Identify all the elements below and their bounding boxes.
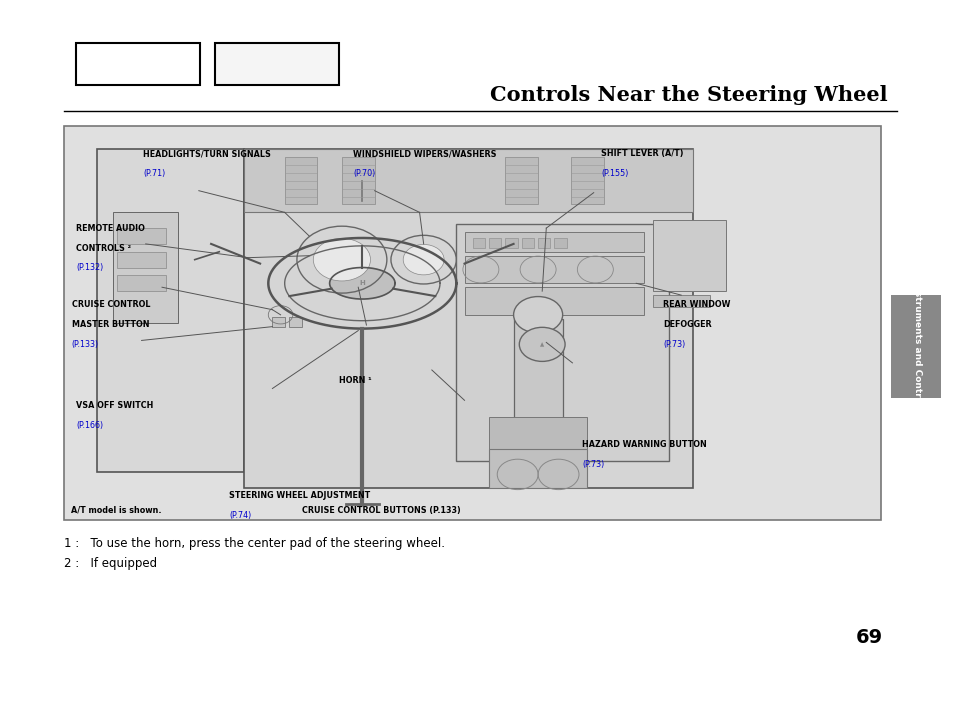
Circle shape (513, 297, 562, 333)
Text: 69: 69 (855, 628, 882, 648)
Text: CONTROLS ²: CONTROLS ² (76, 244, 132, 253)
Bar (96, 149, 244, 472)
Text: (P.74): (P.74) (229, 511, 251, 520)
Bar (505, 238, 517, 248)
Bar (289, 317, 301, 327)
Text: Controls Near the Steering Wheel: Controls Near the Steering Wheel (489, 85, 886, 105)
Text: MASTER BUTTON: MASTER BUTTON (71, 320, 149, 329)
Bar (554, 238, 566, 248)
Text: WINDSHIELD WIPERS/WASHERS: WINDSHIELD WIPERS/WASHERS (353, 149, 496, 158)
Bar (537, 238, 550, 248)
Bar (521, 238, 534, 248)
Bar (472, 238, 484, 248)
Text: (P.70): (P.70) (353, 169, 375, 178)
Bar (890, 295, 940, 398)
Polygon shape (330, 268, 395, 299)
Bar (652, 295, 709, 307)
Bar (117, 252, 166, 268)
Text: ▲: ▲ (539, 342, 544, 347)
Text: VSA OFF SWITCH: VSA OFF SWITCH (76, 401, 153, 410)
Circle shape (403, 244, 444, 275)
Bar (117, 228, 166, 244)
Bar (456, 224, 668, 461)
Bar (341, 157, 375, 204)
Text: (P.133): (P.133) (71, 340, 98, 349)
Bar (570, 157, 603, 204)
Text: H: H (359, 280, 365, 286)
Bar (489, 449, 586, 488)
Text: DEFOGGER: DEFOGGER (662, 320, 711, 329)
Text: REAR WINDOW: REAR WINDOW (662, 300, 730, 310)
Bar (244, 149, 693, 212)
Bar (309, 161, 416, 181)
Bar (464, 288, 643, 315)
Text: SHIFT LEVER (A/T): SHIFT LEVER (A/T) (600, 149, 682, 158)
Text: HEADLIGHTS/TURN SIGNALS: HEADLIGHTS/TURN SIGNALS (143, 149, 271, 158)
Text: (P.73): (P.73) (581, 460, 603, 469)
Bar (64, 126, 881, 520)
Circle shape (313, 239, 370, 281)
Text: (P.132): (P.132) (76, 263, 104, 273)
Bar (244, 149, 693, 488)
Text: (P.71): (P.71) (143, 169, 165, 178)
Text: HAZARD WARNING BUTTON: HAZARD WARNING BUTTON (581, 440, 706, 449)
Text: (P.155): (P.155) (600, 169, 628, 178)
Text: STEERING WHEEL ADJUSTMENT: STEERING WHEEL ADJUSTMENT (229, 491, 370, 501)
Bar (489, 238, 500, 248)
Bar (489, 417, 586, 449)
Bar (505, 157, 537, 204)
Circle shape (518, 327, 564, 361)
Text: A/T model is shown.: A/T model is shown. (71, 506, 161, 515)
Text: REMOTE AUDIO: REMOTE AUDIO (76, 224, 145, 233)
Text: Instruments and Controls: Instruments and Controls (912, 280, 922, 411)
Bar (513, 319, 562, 421)
Text: 1 :   To use the horn, press the center pad of the steering wheel.: 1 : To use the horn, press the center pa… (64, 537, 444, 550)
Bar (117, 275, 166, 291)
Bar (652, 220, 725, 291)
Bar (273, 317, 285, 327)
Bar (284, 157, 317, 204)
Bar (76, 43, 200, 85)
Text: 2 :   If equipped: 2 : If equipped (64, 557, 157, 569)
Bar (112, 212, 178, 322)
Bar (464, 232, 643, 252)
Bar (214, 43, 338, 85)
Text: CRUISE CONTROL: CRUISE CONTROL (71, 300, 150, 310)
Text: HORN ¹: HORN ¹ (338, 376, 371, 386)
Text: (P.166): (P.166) (76, 421, 103, 430)
Bar (464, 256, 643, 283)
Text: CRUISE CONTROL BUTTONS (P.133): CRUISE CONTROL BUTTONS (P.133) (302, 506, 460, 515)
Text: (P.73): (P.73) (662, 340, 684, 349)
